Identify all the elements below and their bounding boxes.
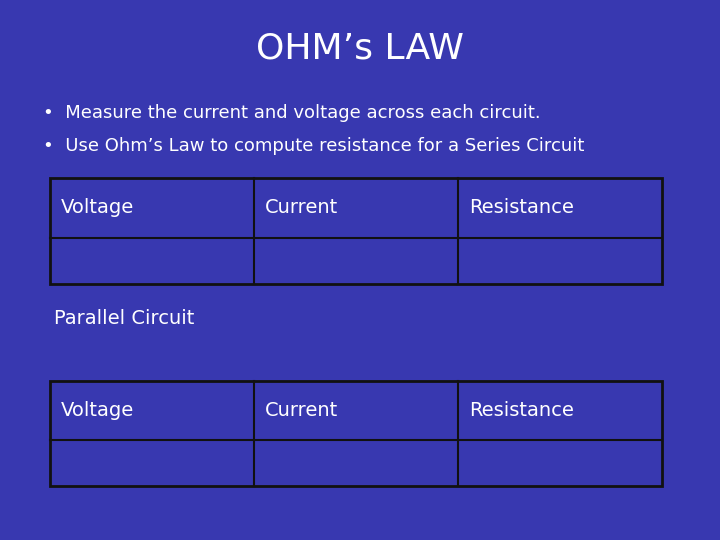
Bar [50,381,662,486]
Text: Voltage: Voltage [61,198,135,218]
Text: Parallel Circuit: Parallel Circuit [54,309,194,328]
Text: Resistance: Resistance [469,198,574,218]
Text: Voltage: Voltage [61,401,135,420]
Bar [50,178,662,284]
Text: Current: Current [265,401,338,420]
Text: •  Use Ohm’s Law to compute resistance for a Series Circuit: • Use Ohm’s Law to compute resistance fo… [43,137,585,155]
Text: Resistance: Resistance [469,401,574,420]
Text: •  Measure the current and voltage across each circuit.: • Measure the current and voltage across… [43,104,541,123]
Text: Current: Current [265,198,338,218]
Text: OHM’s LAW: OHM’s LAW [256,32,464,65]
